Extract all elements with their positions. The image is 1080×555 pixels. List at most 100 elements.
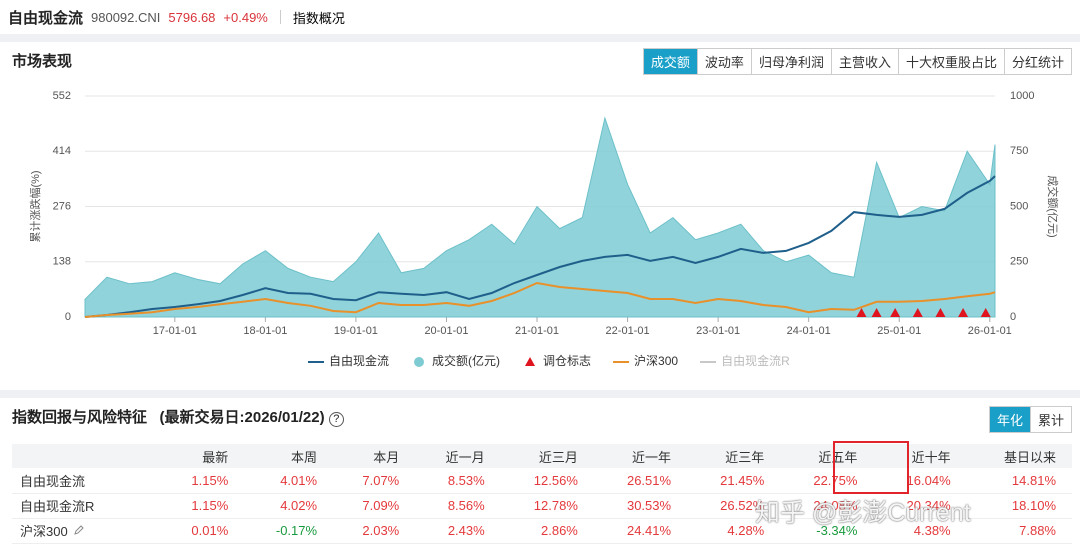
return-cell: 12.78% <box>500 493 594 519</box>
tab[interactable]: 归母净利润 <box>750 49 831 74</box>
return-cell: -3.34% <box>780 518 874 544</box>
header-row: 最新 本周 本月 近一月 近三月 近一年 近三年 近五年 近十年 基日以来 <box>12 444 1072 468</box>
return-cell: 26.51% <box>593 468 688 494</box>
header-cell: 近三年 <box>687 444 781 468</box>
legend-label: 沪深300 <box>634 354 678 368</box>
separator <box>279 10 281 24</box>
panel-title: 市场表现 <box>12 53 73 70</box>
return-cell: 4.01% <box>244 468 334 494</box>
x-tick-label: 21-01-01 <box>515 325 559 337</box>
tab[interactable]: 波动率 <box>696 49 751 74</box>
series-line <box>84 175 996 318</box>
watermark: 知乎 @彭澎Current <box>755 499 971 527</box>
header-cell: 近十年 <box>873 444 967 468</box>
legend-label: 自由现金流R <box>721 353 790 368</box>
y-tick-label: 138 <box>53 256 71 268</box>
return-cell: 7.09% <box>333 493 416 519</box>
index-code: 980092.CNI <box>91 9 161 25</box>
returns-title-text: 指数回报与风险特征 <box>12 409 148 426</box>
return-cell: 26.52% <box>687 493 781 519</box>
mode-tab[interactable]: 年化 <box>989 407 1030 432</box>
return-cell: 8.56% <box>415 493 501 519</box>
return-cell: 4.38% <box>873 518 967 544</box>
return-cell: 12.56% <box>500 468 594 494</box>
return-cell: 4.02% <box>244 493 334 519</box>
rebalance-marker <box>890 308 901 317</box>
legend-symbol <box>525 357 536 366</box>
y2-tick-label: 750 <box>1010 145 1028 157</box>
return-cell: 21.45% <box>687 468 781 494</box>
return-cell: 16.04% <box>873 468 967 494</box>
x-tick-label: 19-01-01 <box>334 325 378 337</box>
return-cell: 30.53% <box>593 493 688 519</box>
rebalance-marker <box>871 308 882 317</box>
x-tick-label: 20-01-01 <box>424 325 468 337</box>
returns-title: 指数回报与风险特征 (最新交易日:2026/01/22) ? <box>12 406 344 427</box>
y-tick-label: 0 <box>65 311 71 323</box>
date: (最新交易日:2026/01/22) <box>159 409 325 426</box>
return-cell: 2.86% <box>500 518 594 544</box>
returns-table: 最新 本周 本月 近一月 近三月 近一年 近三年 近五年 近十年 基日以来 自由现金流 1.15% 4.… <box>12 444 1072 544</box>
y-tick-label: 552 <box>53 90 71 102</box>
return-cell: 0.01% <box>162 518 245 544</box>
series-line <box>84 281 996 318</box>
price: 5796.68 <box>168 9 216 25</box>
help-icon[interactable]: ? <box>328 412 344 427</box>
returns-panel: 指数回报与风险特征 (最新交易日:2026/01/22) ? 年化 累计 最新 本周… <box>0 398 1080 555</box>
table-row: 自由现金流R 1.15% 4.02% 7.09% 8.56% 12.78% 30.53% 26… <box>12 493 1072 519</box>
header-cell: 最新 <box>162 444 245 468</box>
tab[interactable]: 主营收入 <box>830 49 898 74</box>
return-cell: 4.28% <box>687 518 781 544</box>
return-cell: 1.15% <box>162 468 245 494</box>
y-axis-label: 累计涨跌幅(%) <box>28 170 42 242</box>
return-cell: 1.15% <box>162 493 245 519</box>
rebalance-marker <box>856 308 867 317</box>
y-tick-label: 276 <box>53 200 71 212</box>
return-cell: 7.07% <box>333 468 416 494</box>
y2-tick-label: 1000 <box>1010 90 1034 102</box>
y2-tick-label: 0 <box>1010 311 1016 323</box>
row-name: 自由现金流 <box>12 468 163 494</box>
tab[interactable]: 成交额 <box>643 49 697 74</box>
rebalance-marker <box>935 308 946 317</box>
x-tick-label: 18-01-01 <box>243 325 287 337</box>
header-cell: 近一月 <box>415 444 501 468</box>
overview-link[interactable]: 指数概况 <box>292 10 345 26</box>
return-cell: 7.88% <box>966 518 1072 544</box>
return-cell: 2.43% <box>415 518 501 544</box>
return-cell: 24.41% <box>593 518 688 544</box>
y2-axis-label: 成交额(亿元) <box>1046 175 1060 237</box>
header-cell: 基日以来 <box>966 444 1072 468</box>
header-cell: 本月 <box>333 444 416 468</box>
tab[interactable]: 十大权重股占比 <box>897 49 1004 74</box>
legend-symbol <box>414 357 425 367</box>
return-cell: 24.08% <box>780 493 874 519</box>
turnover-area <box>84 116 996 318</box>
return-cell: 8.53% <box>415 468 501 494</box>
y-tick-label: 414 <box>53 145 71 157</box>
x-tick-label: 24-01-01 <box>787 325 831 337</box>
rebalance-marker <box>980 308 991 317</box>
mode-tabs: 年化 累计 <box>988 406 1072 433</box>
return-cell: 20.34% <box>873 493 967 519</box>
tabs: 成交额 波动率 归母净利润 主营收入 十大权重股占比 分红统计 <box>642 48 1072 75</box>
row-name: 沪深300 <box>12 518 163 544</box>
market-panel: 市场表现 成交额 波动率 归母净利润 主营收入 十大权重股占比 分红统计 0 138 276 4… <box>0 42 1080 390</box>
legend-label: 成交额(亿元) <box>432 353 500 368</box>
x-tick-label: 17-01-01 <box>153 325 197 337</box>
tab[interactable]: 分红统计 <box>1003 49 1071 74</box>
header-cell <box>12 444 163 468</box>
y2-tick-label: 500 <box>1010 200 1028 212</box>
rebalance-marker <box>958 308 969 317</box>
return-cell: 18.10% <box>966 493 1072 519</box>
return-cell: 22.75% <box>780 468 874 494</box>
header-cell: 近三月 <box>500 444 594 468</box>
legend-label: 调仓标志 <box>543 354 591 368</box>
mode-tab[interactable]: 累计 <box>1029 407 1071 432</box>
x-tick-label: 22-01-01 <box>606 325 650 337</box>
edit-icon[interactable] <box>73 524 85 536</box>
return-cell: 2.03% <box>333 518 416 544</box>
change: +0.49% <box>223 9 268 25</box>
header-cell: 近五年 <box>780 444 874 468</box>
